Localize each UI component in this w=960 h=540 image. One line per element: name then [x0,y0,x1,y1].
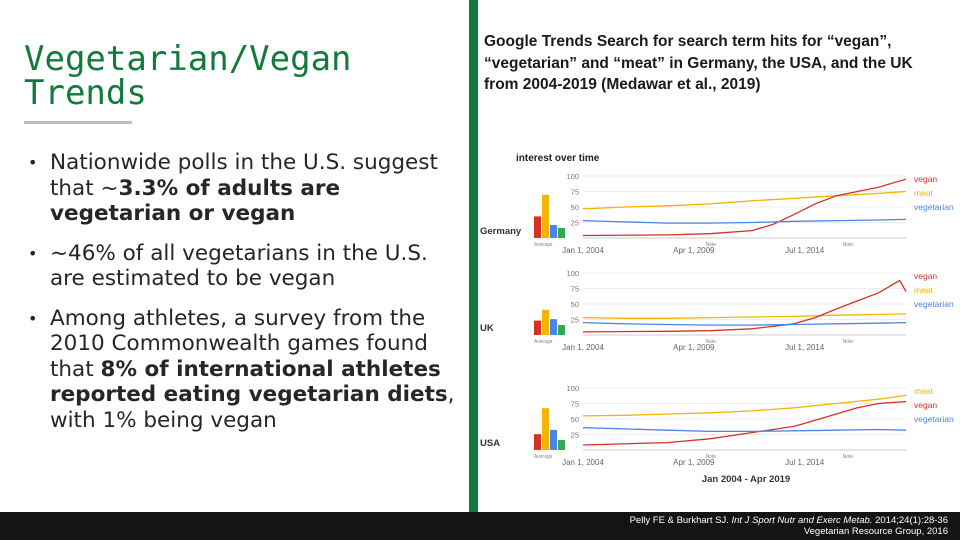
y-tick-label: 100 [566,269,579,278]
average-bar-meat [542,194,549,238]
legend-meat: meat [914,386,934,396]
x-tick-label: Apr 1, 2009 [673,343,715,352]
legend-meat: meat [914,188,934,198]
bullet-dot-icon: • [28,153,38,172]
legend-vegetarian: vegetarian [914,414,954,424]
citation-ref: 2014;24(1):28-36 [875,515,948,526]
y-tick-label: 100 [566,172,579,181]
country-label: UK [480,323,494,334]
series-line-vegetarian [582,218,907,224]
average-bar-extra [558,440,565,450]
average-bar-extra [558,325,565,335]
x-tick-label: Jan 1, 2004 [562,246,604,255]
series-line-vegetarian [582,321,907,326]
average-bar-vegetarian [550,225,557,238]
series-line-vegetarian [582,427,907,433]
citation-source: Vegetarian Resource Group, 2016 [803,526,948,537]
footer-bar: Pelly FE & Burkhart SJ. Int J Sport Nutr… [0,512,960,540]
country-label: USA [480,438,500,449]
y-tick-label: 25 [571,431,579,440]
legend-vegetarian: vegetarian [914,299,954,309]
bullet-dot-icon: • [28,308,38,328]
bullet-list: • Nationwide polls in the U.S. suggest th… [26,150,458,447]
average-bar-meat [542,309,549,335]
trends-chart-svg: interest over time 100 75 50 25 Germany Averag… [480,153,954,485]
average-bar-vegan [534,434,541,450]
note-label: Note [843,454,854,460]
series-line-meat [582,190,907,210]
series-line-vegan [582,279,907,333]
x-tick-label: Jul 1, 2014 [785,458,825,467]
slide-title: Vegetarian/Vegan Trends [24,39,352,113]
x-tick-label: Apr 1, 2009 [673,246,715,255]
citation-journal: Int J Sport Nutr and Exerc Metab. [731,515,873,526]
y-tick-label: 50 [571,300,579,309]
note-label: Note [843,242,854,248]
average-bar-vegetarian [550,319,557,335]
bullet-dot-icon: • [28,243,38,263]
bullet-text: , with 1% being vegan [50,382,455,433]
vertical-divider [469,0,478,512]
y-tick-label: 100 [566,384,579,393]
series-line-meat [582,394,907,417]
average-label: Average [534,454,553,460]
y-tick-label: 75 [571,285,579,294]
x-tick-label: Jan 1, 2004 [562,458,604,467]
y-tick-label: 50 [571,203,579,212]
average-bar-extra [558,228,565,238]
legend-meat: meat [914,285,934,295]
series-line-vegan [582,178,907,237]
average-label: Average [534,242,553,248]
x-tick-label: Jul 1, 2014 [785,246,825,255]
citation-authors: Pelly FE & Burkhart SJ. [629,515,729,526]
bullet-bold-text: 8% of international athletes reported ea… [50,356,448,408]
legend-vegan: vegan [914,271,937,281]
citation: Pelly FE & Burkhart SJ. Int J Sport Nutr… [630,515,948,537]
y-tick-label: 75 [571,400,579,409]
note-label: Note [705,242,716,248]
average-bar-vegetarian [550,429,557,450]
x-tick-label: Apr 1, 2009 [673,458,715,467]
x-tick-label: Jul 1, 2014 [785,343,825,352]
bullet-item: • ~46% of all vegetarians in the U.S. are… [26,241,458,292]
average-label: Average [534,339,553,345]
bullet-item: • Nationwide polls in the U.S. suggest th… [26,150,458,227]
y-tick-label: 25 [571,219,579,228]
legend-vegan: vegan [914,174,937,184]
chart-title: interest over time [516,153,600,164]
bullet-bold-text: 3.3% of adults are vegetarian or vegan [50,175,341,227]
y-tick-label: 25 [571,316,579,325]
y-tick-label: 50 [571,415,579,424]
note-label: Note [705,454,716,460]
title-underline [24,121,132,124]
legend-vegan: vegan [914,400,937,410]
series-line-vegan [582,400,907,446]
average-bar-vegan [534,216,541,238]
x-tick-label: Jan 1, 2004 [562,343,604,352]
bullet-text: Nationwide polls in the U.S. suggest tha… [50,150,438,201]
average-bar-meat [542,408,549,450]
series-line-meat [582,313,907,319]
google-trends-chart: interest over time 100 75 50 25 Germany Averag… [478,148,960,490]
chart-caption: Google Trends Search for search term hit… [484,33,913,93]
y-tick-label: 75 [571,188,579,197]
legend-vegetarian: vegetarian [914,202,954,212]
bullet-text: ~46% of all vegetarians in the U.S. are … [50,240,428,292]
note-label: Note [843,339,854,345]
average-bar-vegan [534,320,541,335]
bullet-text: Among athletes, a survey from the 2010 C… [50,305,428,382]
date-range-label: Jan 2004 - Apr 2019 [702,474,790,485]
note-label: Note [705,339,716,345]
country-label: Germany [480,226,522,237]
bullet-item: • Among athletes, a survey from the 2010 … [26,306,458,434]
